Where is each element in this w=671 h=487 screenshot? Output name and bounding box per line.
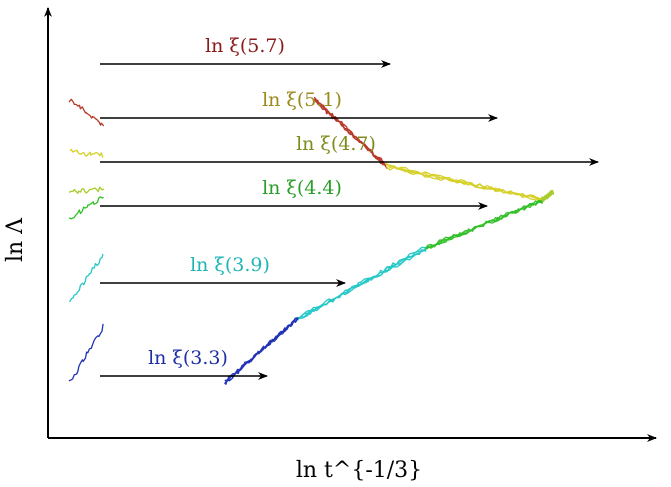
raw-trace-4-4 — [68, 196, 104, 220]
arrow-label-4-4: ln ξ(4.4) — [262, 177, 342, 199]
x-axis-label: ln t^{-1/3} — [296, 458, 422, 483]
raw-trace-4-7 — [68, 186, 105, 194]
shifted-trace-3-3-2 — [224, 317, 298, 385]
arrow-labels: ln ξ(5.7) ln ξ(5.1) ln ξ(4.7) ln ξ(4.4) ln ξ… — [148, 35, 376, 369]
axes — [44, 7, 657, 442]
y-axis-label: ln Λ — [3, 217, 28, 262]
shifted-trace-3-9-1 — [296, 249, 427, 320]
shifted-trace-4-4-3 — [424, 199, 543, 249]
arrow-label-4-7: ln ξ(4.7) — [296, 133, 376, 155]
shifted-trace-4-7-3 — [541, 191, 554, 203]
arrow-label-5-7: ln ξ(5.7) — [205, 35, 285, 57]
shifted-trace-5-1-3 — [385, 162, 543, 202]
data-traces — [68, 96, 555, 385]
arrow-label-5-1: ln ξ(5.1) — [262, 89, 342, 111]
arrow-label-3-9: ln ξ(3.9) — [190, 254, 270, 276]
raw-trace-3-3 — [68, 323, 104, 382]
raw-trace-5-1 — [69, 148, 104, 158]
raw-trace-3-9 — [69, 253, 104, 303]
shift-arrows — [100, 60, 599, 380]
raw-trace-5-7 — [68, 98, 105, 127]
arrow-label-3-3: ln ξ(3.3) — [148, 347, 228, 369]
shifted-trace-3-3-3 — [224, 317, 299, 383]
shifted-trace-3-9-3 — [297, 246, 426, 321]
shifted-trace-5-7-3 — [313, 99, 388, 169]
